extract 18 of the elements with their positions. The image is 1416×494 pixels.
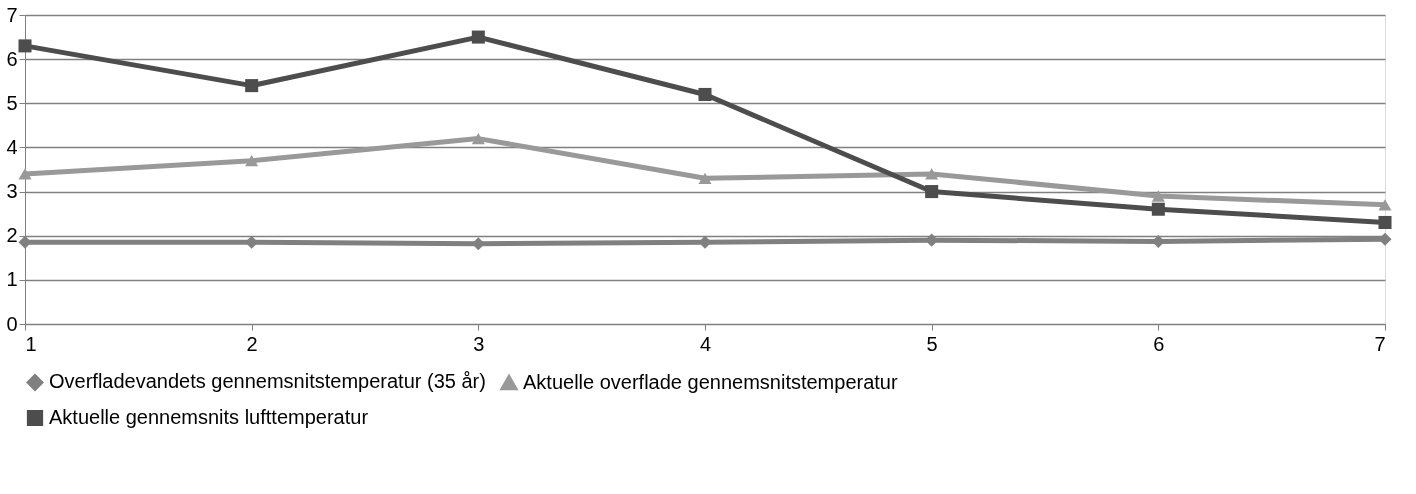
- y-tick-label: 3: [6, 180, 18, 203]
- x-tick-label: 3: [473, 332, 485, 355]
- x-tick-label: 6: [1153, 332, 1165, 355]
- y-tick-label: 0: [6, 312, 18, 335]
- y-tick-label: 1: [6, 268, 18, 291]
- y-tick-label: 2: [6, 224, 18, 247]
- x-tick-label: 1: [25, 332, 37, 355]
- x-tick-label: 4: [699, 332, 712, 355]
- y-tick-label: 6: [6, 47, 18, 70]
- legend-label: Aktuelle gennemsnits lufttemperatur: [49, 406, 369, 428]
- legend-label: Aktuelle overflade gennemsnitstemperatur: [523, 370, 898, 393]
- x-tick-label: 2: [246, 332, 258, 355]
- y-tick-label: 4: [6, 135, 18, 158]
- y-tick-label: 5: [6, 91, 18, 114]
- x-tick-label: 7: [1374, 332, 1386, 355]
- y-tick-label: 7: [6, 3, 18, 26]
- legend-label: Overfladevandets gennemsnitstemperatur (35 år): [49, 370, 486, 393]
- x-tick-label: 5: [926, 332, 938, 355]
